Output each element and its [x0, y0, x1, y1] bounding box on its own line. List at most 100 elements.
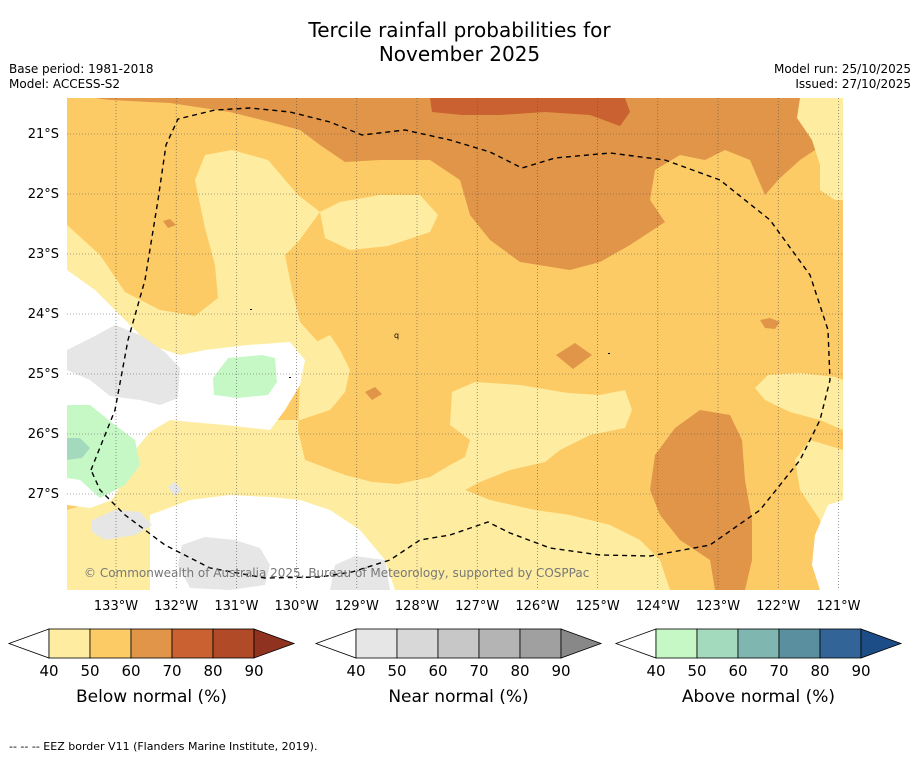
below-70-80-north: [430, 98, 630, 126]
lon-label: 123°W: [696, 599, 740, 614]
copyright-text: © Commonwealth of Australia 2025, Bureau…: [84, 566, 589, 580]
no-signal-west-edge: [67, 300, 72, 330]
model-name: Model: ACCESS-S2: [9, 77, 121, 91]
lat-label-23: 23°S: [28, 247, 59, 262]
issued-date: Issued: 27/10/2025: [795, 77, 911, 91]
title-line-2: November 2025: [378, 42, 541, 66]
lon-label: 132°W: [154, 599, 198, 614]
colorbar-title: Below normal (%): [76, 687, 227, 707]
meta-right: Model run: 25/10/2025 Issued: 27/10/2025: [774, 62, 911, 92]
colorbar-tick-label: 40: [646, 662, 665, 680]
colorbar-right-arrow: [253, 628, 296, 659]
lon-label: 125°W: [576, 599, 620, 614]
near-40-50-south: [178, 537, 270, 590]
colorbar-above: 40 50 60 70 80 90 Above normal (%): [614, 628, 903, 707]
map-speck-b: [608, 353, 610, 354]
lat-label-25: 25°S: [28, 367, 59, 382]
lon-label: 129°W: [335, 599, 379, 614]
eez-border: [90, 107, 831, 579]
colorbar-right-arrow: [860, 628, 903, 659]
colorbar-tick-label: 90: [551, 662, 570, 680]
colorbar-left-arrow: [614, 628, 657, 659]
colorbar-tick-label: 50: [80, 662, 99, 680]
colorbar-swatch: [519, 628, 562, 659]
colorbar-swatch: [437, 628, 480, 659]
colorbar-tick-label: 40: [346, 662, 365, 680]
lon-label: 124°W: [636, 599, 680, 614]
colorbar-swatch: [478, 628, 521, 659]
below-60-70-patch-d: [163, 219, 176, 228]
map-speck-c: [289, 377, 291, 378]
colorbar-tick-label: 80: [203, 662, 222, 680]
colorbar-swatch: [655, 628, 698, 659]
near-40-50-southwest: [92, 510, 152, 540]
colorbar-left-arrow: [314, 628, 357, 659]
colorbar-tick-label: 60: [428, 662, 447, 680]
colorbar-tick-label: 90: [851, 662, 870, 680]
above-50-60-west: [67, 438, 90, 460]
lat-label-22: 22°S: [28, 187, 59, 202]
map-contour-mark: q: [394, 331, 399, 340]
lon-label: 131°W: [214, 599, 258, 614]
colorbar-below: 40 50 60 70 80 90 Below normal (%): [7, 628, 296, 707]
below-60-70-east: [650, 410, 752, 590]
no-signal-southeast: [812, 500, 843, 590]
lon-label: 126°W: [515, 599, 559, 614]
lat-label-21: 21°S: [28, 127, 59, 142]
colorbar-tick-label: 90: [244, 662, 263, 680]
colorbar-tick-label: 50: [687, 662, 706, 680]
below-40-50-east: [797, 98, 843, 200]
below-40-50-upper: [320, 195, 438, 250]
colorbar-swatch: [130, 628, 173, 659]
below-60-70-patch-b: [365, 387, 382, 400]
lat-label-27: 27°S: [28, 487, 59, 502]
colorbar-swatch: [396, 628, 439, 659]
colorbar-swatch: [355, 628, 398, 659]
page-title: Tercile rainfall probabilities for Novem…: [0, 18, 919, 66]
near-40-50-south-small: [330, 556, 390, 590]
lon-label: 133°W: [94, 599, 138, 614]
gridlines: [67, 98, 843, 590]
map-speck-a: [250, 309, 252, 310]
map-area: q © Commonwealth of Australia 2025, Bure…: [67, 98, 843, 590]
lon-labels: 133°W 132°W 131°W 130°W 129°W 128°W 127°W 126°W…: [94, 599, 861, 614]
colorbar-swatch: [212, 628, 255, 659]
colorbar-tick-label: 60: [728, 662, 747, 680]
lon-label: 128°W: [395, 599, 439, 614]
colorbar-tick-label: 50: [387, 662, 406, 680]
below-40-50-west: [67, 150, 320, 405]
lon-label: 130°W: [275, 599, 319, 614]
colorbar-title: Above normal (%): [682, 687, 835, 707]
colorbar-swatch: [696, 628, 739, 659]
colorbar-swatch: [48, 628, 91, 659]
lon-label: 127°W: [455, 599, 499, 614]
colorbar-left-arrow: [7, 628, 50, 659]
colorbar-swatch: [737, 628, 780, 659]
above-40-50-center: [213, 355, 277, 398]
colorbar-swatch: [171, 628, 214, 659]
colorbar-tick-label: 80: [510, 662, 529, 680]
above-40-50-west: [67, 405, 140, 498]
colorbar-tick-label: 40: [39, 662, 58, 680]
lat-label-24: 24°S: [28, 307, 59, 322]
meta-left: Base period: 1981-2018 Model: ACCESS-S2: [9, 62, 154, 92]
colorbar-tick-label: 60: [121, 662, 140, 680]
colorbar-title: Near normal (%): [388, 687, 528, 707]
below-60-70-north: [95, 98, 843, 270]
below-60-70-patch-c: [760, 318, 780, 329]
model-run: Model run: 25/10/2025: [773, 62, 911, 76]
colorbar-right-arrow: [560, 628, 603, 659]
colorbar-near: 40 50 60 70 80 90 Near normal (%): [314, 628, 603, 707]
colorbar-swatch: [778, 628, 821, 659]
lat-label-26: 26°S: [28, 427, 59, 442]
colorbar-tick-label: 70: [769, 662, 788, 680]
colorbar-tick-label: 70: [162, 662, 181, 680]
below-60-70-patch-a: [556, 343, 592, 369]
colorbar-tick-label: 70: [469, 662, 488, 680]
title-line-1: Tercile rainfall probabilities for: [308, 18, 611, 42]
footer-note: -- -- -- EEZ border V11 (Flanders Marine…: [9, 740, 318, 753]
colorbar-swatch: [819, 628, 862, 659]
base-period: Base period: 1981-2018: [9, 62, 154, 76]
lat-labels: 21°S 22°S 23°S 24°S 25°S 26°S 27°S: [28, 127, 59, 502]
